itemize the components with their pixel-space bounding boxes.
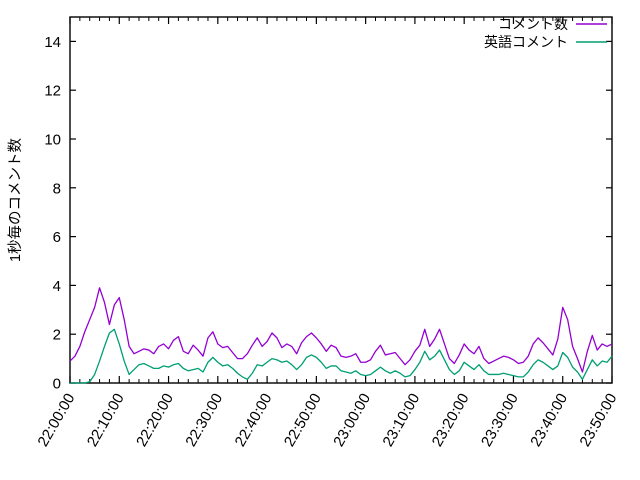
x-tick-label: 22:10:00	[84, 391, 128, 450]
x-tick-label: 22:20:00	[133, 391, 177, 450]
y-tick-label: 4	[53, 278, 61, 295]
x-tick-label: 23:50:00	[577, 391, 621, 450]
y-tick-label: 2	[53, 327, 61, 344]
x-tick-label: 23:20:00	[429, 391, 473, 450]
plot-frame	[69, 16, 613, 384]
x-tick-label: 22:30:00	[182, 391, 226, 450]
y-tick-label: 0	[53, 376, 61, 393]
y-tick-label: 12	[44, 83, 61, 100]
legend-label-2: 英語コメント	[484, 34, 568, 50]
x-axis-ticks	[69, 17, 613, 383]
y-tick-label: 8	[53, 180, 61, 197]
legend-label-1: コメント数	[498, 16, 568, 32]
x-tick-label: 23:10:00	[379, 391, 423, 450]
y-axis-title: 1秒毎のコメント数	[7, 137, 24, 262]
data-series-group	[69, 287, 613, 384]
x-tick-label: 23:30:00	[478, 391, 522, 450]
y-axis-title-text: 1秒毎のコメント数	[7, 137, 24, 262]
y-tick-label: 14	[44, 34, 61, 51]
y-tick-label: 10	[44, 132, 61, 149]
x-tick-label: 23:00:00	[330, 391, 374, 450]
y-tick-labels: 0 2 4 6 8 10 12 14	[44, 34, 61, 393]
y-axis-ticks	[70, 40, 612, 384]
x-tick-label: 22:00:00	[35, 391, 79, 450]
plot-border	[69, 16, 613, 384]
series-line-2	[70, 328, 613, 384]
x-tick-label: 22:40:00	[232, 391, 276, 450]
y-tick-label: 6	[53, 229, 61, 246]
x-tick-labels: 22:00:00 22:10:00 22:20:00 22:30:00 22:40:00…	[35, 391, 621, 450]
series-line-1	[69, 287, 613, 373]
x-tick-label: 22:50:00	[281, 391, 325, 450]
x-tick-label: 23:40:00	[527, 391, 571, 450]
